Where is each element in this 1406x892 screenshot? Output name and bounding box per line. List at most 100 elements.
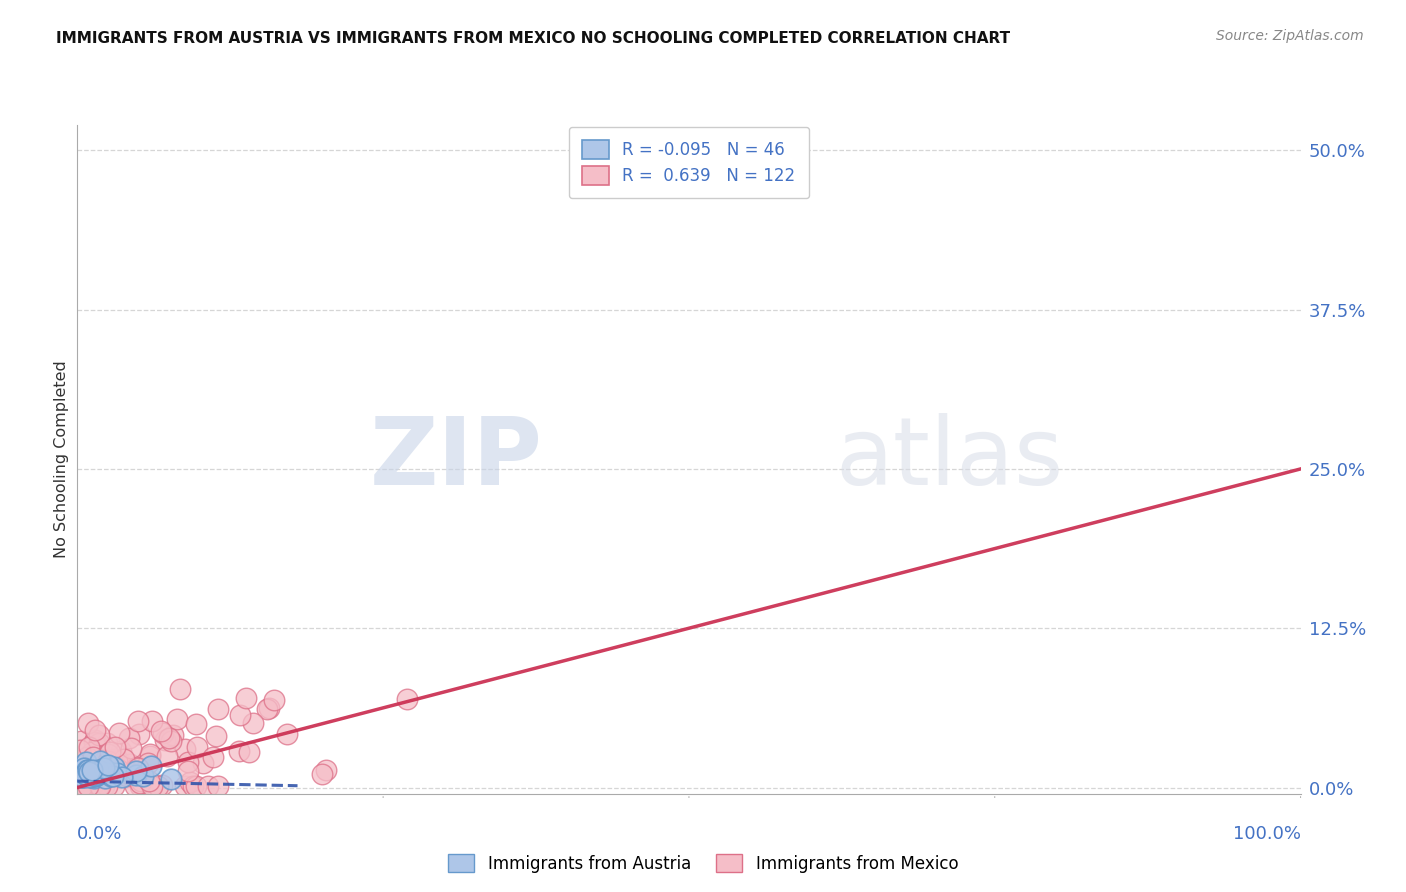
Point — [83, 771, 105, 785]
Point — [76, 763, 98, 777]
Point — [77, 765, 100, 780]
Point — [82, 750, 104, 764]
Point — [94, 771, 117, 785]
Point — [117, 768, 139, 782]
Point — [103, 760, 125, 774]
Point — [80, 776, 103, 790]
Point — [207, 702, 229, 716]
Point — [242, 715, 264, 730]
Point — [128, 727, 150, 741]
Point — [103, 740, 125, 755]
Point — [87, 779, 110, 793]
Point — [67, 764, 90, 779]
Point — [156, 748, 179, 763]
Point — [235, 690, 257, 705]
Point — [82, 745, 104, 759]
Text: atlas: atlas — [835, 413, 1064, 506]
Point — [69, 778, 91, 792]
Point — [87, 779, 110, 793]
Point — [67, 769, 90, 783]
Point — [87, 736, 110, 750]
Point — [96, 770, 118, 784]
Point — [69, 758, 91, 772]
Point — [256, 702, 278, 716]
Point — [84, 768, 107, 782]
Point — [197, 779, 219, 793]
Point — [141, 714, 163, 728]
Legend: R = -0.095   N = 46, R =  0.639   N = 122: R = -0.095 N = 46, R = 0.639 N = 122 — [569, 127, 808, 198]
Point — [70, 767, 93, 781]
Point — [84, 769, 107, 783]
Point — [169, 681, 191, 696]
Point — [89, 779, 111, 793]
Point — [79, 779, 101, 793]
Point — [97, 754, 120, 768]
Point — [77, 779, 100, 793]
Legend: Immigrants from Austria, Immigrants from Mexico: Immigrants from Austria, Immigrants from… — [441, 847, 965, 880]
Point — [98, 766, 121, 780]
Point — [118, 756, 141, 771]
Point — [238, 745, 260, 759]
Point — [100, 769, 122, 783]
Point — [77, 769, 100, 783]
Point — [69, 779, 91, 793]
Point — [395, 692, 418, 706]
Point — [69, 779, 91, 793]
Point — [69, 772, 91, 786]
Text: 0.0%: 0.0% — [77, 825, 122, 843]
Point — [77, 779, 100, 793]
Point — [70, 776, 93, 790]
Point — [72, 770, 94, 784]
Point — [191, 756, 214, 770]
Point — [75, 771, 97, 785]
Point — [107, 726, 129, 740]
Point — [96, 747, 118, 762]
Point — [104, 764, 127, 778]
Point — [69, 779, 91, 793]
Point — [276, 727, 298, 741]
Point — [105, 755, 128, 769]
Point — [96, 779, 118, 793]
Point — [153, 733, 176, 747]
Point — [129, 774, 152, 789]
Point — [67, 767, 90, 781]
Point — [150, 778, 173, 792]
Point — [69, 779, 91, 793]
Point — [105, 766, 128, 780]
Point — [80, 769, 103, 783]
Point — [75, 767, 97, 781]
Point — [107, 762, 129, 776]
Point — [125, 764, 148, 778]
Text: 100.0%: 100.0% — [1233, 825, 1301, 843]
Point — [139, 779, 162, 793]
Point — [82, 769, 104, 783]
Point — [160, 733, 183, 747]
Point — [115, 768, 138, 782]
Point — [84, 779, 107, 793]
Point — [77, 770, 100, 784]
Point — [96, 736, 118, 750]
Point — [97, 765, 120, 780]
Point — [129, 779, 152, 793]
Point — [77, 739, 100, 754]
Point — [159, 772, 181, 787]
Point — [157, 731, 180, 745]
Point — [138, 749, 160, 764]
Point — [80, 768, 103, 782]
Point — [111, 770, 134, 784]
Point — [87, 779, 110, 793]
Point — [97, 757, 120, 772]
Point — [141, 779, 163, 793]
Point — [76, 749, 98, 764]
Point — [72, 779, 94, 793]
Point — [79, 776, 101, 790]
Point — [69, 758, 91, 772]
Point — [87, 764, 110, 778]
Point — [93, 760, 115, 774]
Point — [257, 701, 280, 715]
Point — [91, 754, 114, 768]
Point — [80, 770, 103, 784]
Point — [184, 779, 207, 793]
Point — [103, 752, 125, 766]
Point — [139, 759, 162, 773]
